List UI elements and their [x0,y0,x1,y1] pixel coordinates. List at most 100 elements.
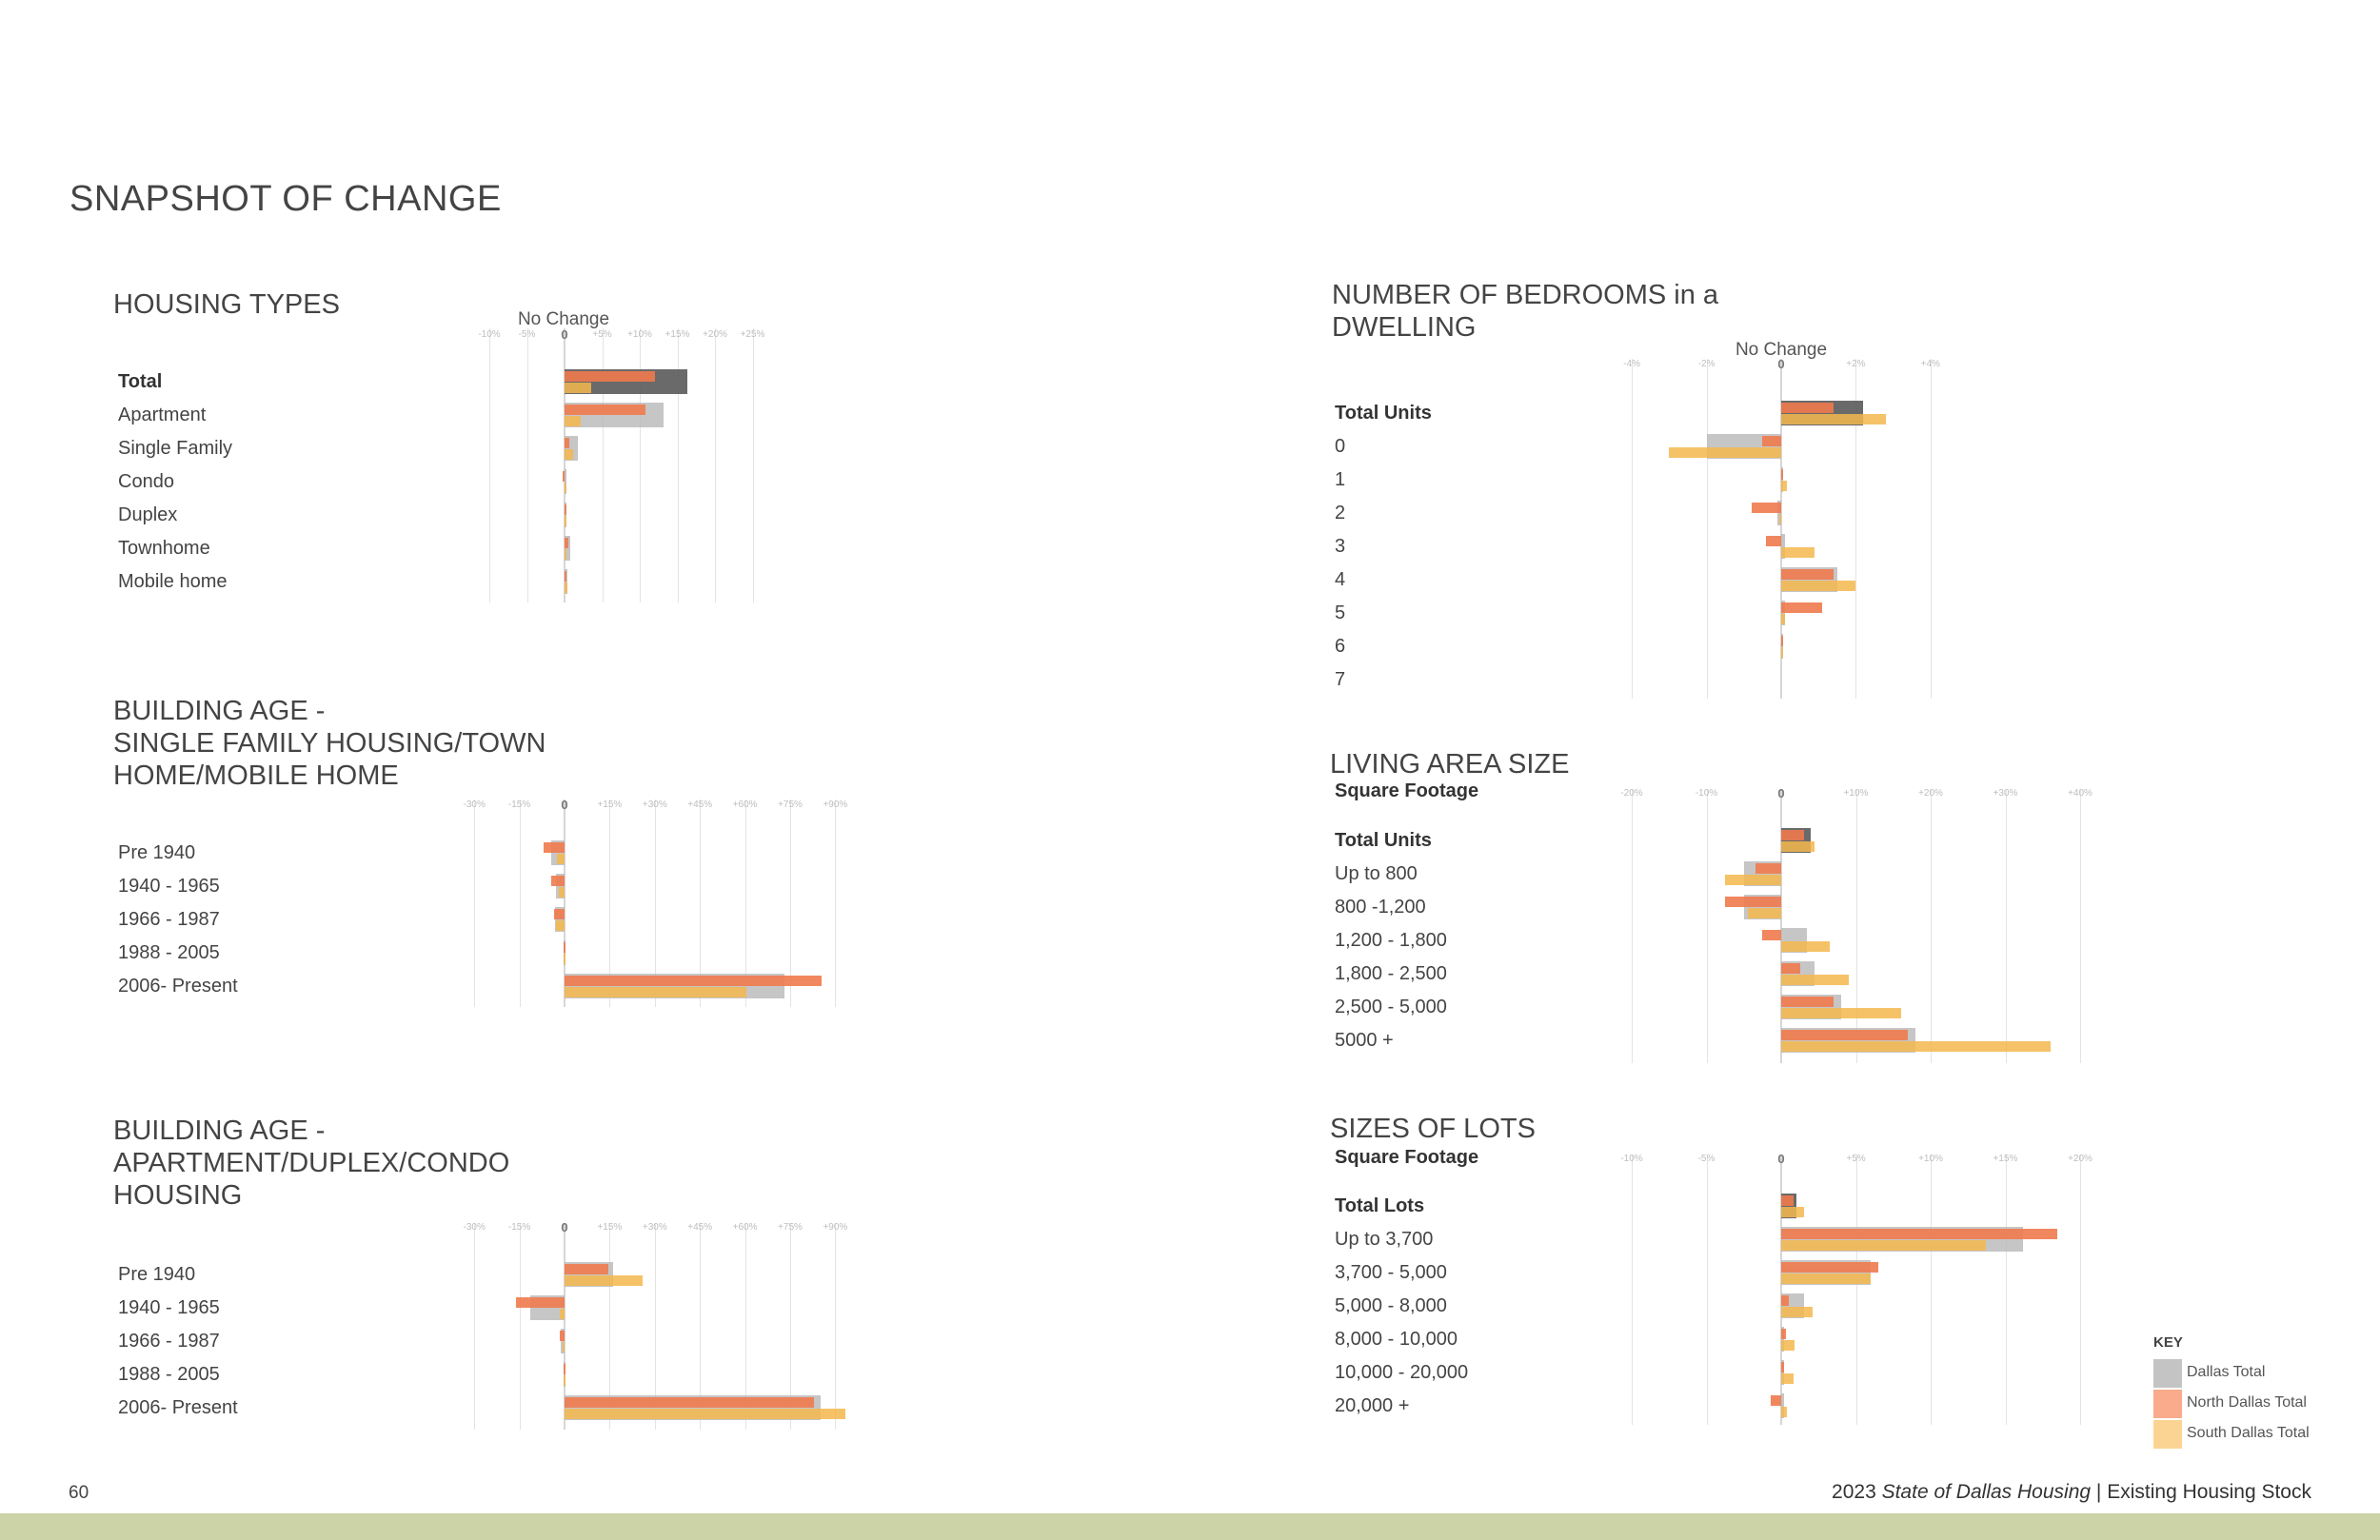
building_age_sf-zero-line [564,800,565,1007]
building_age_sf-title: BUILDING AGE - SINGLE FAMILY HOUSING/TOW… [113,696,546,791]
building_age_apt-bar-north-dallas [565,1397,815,1408]
lot_sizes-bar-north-dallas [1781,1362,1785,1372]
living_area-gridline [1855,790,1857,1063]
building_age_sf-tick-label: +75% [778,800,803,810]
building_age_sf-bar-dallas-total [555,874,565,898]
bedrooms-tick-label: -2% [1697,359,1716,369]
housing_types-zero-line [564,328,565,602]
building_age_sf-category-label: 1966 - 1987 [118,909,220,930]
housing_types-gridline [677,328,679,602]
housing_types-category-label: Duplex [118,504,178,525]
housing_types-tick-label: -10% [478,329,501,340]
bedrooms-bar-south-dallas [1781,647,1783,658]
building_age_sf-bar-dallas-total [564,940,566,965]
lot_sizes-bar-south-dallas [1781,1207,1804,1217]
lot_sizes-bar-south-dallas [1781,1273,1872,1284]
building_age_sf-gridline [609,800,611,1007]
lot_sizes-bar-south-dallas [1781,1340,1795,1351]
bedrooms-category-label: 2 [1335,503,1346,523]
housing_types-bar-dallas-total [565,569,568,594]
bedrooms-category-label: 0 [1335,436,1346,457]
building_age_sf-bar-north-dallas [565,976,823,986]
living_area-gridline [1706,790,1708,1063]
housing_types-bar-north-dallas [565,438,569,448]
building_age_sf-category-label: Pre 1940 [118,842,196,863]
building_age_apt-bar-north-dallas [565,1264,608,1274]
bedrooms-tick-label: 0 [1777,357,1785,371]
living_area-category-label: 1,800 - 2,500 [1335,963,1447,984]
bedrooms-bar-south-dallas [1781,414,1886,424]
housing_types-gridline [602,328,604,602]
living_area-bar-north-dallas [1781,1030,1909,1040]
building_age_sf-bar-south-dallas [557,854,565,864]
key-title: KEY [2153,1334,2183,1351]
building_age_apt-bar-north-dallas [560,1331,565,1341]
bedrooms-bar-north-dallas [1781,569,1834,580]
living_area-category-label: 5000 + [1335,1030,1394,1051]
living_area-gridline [2005,790,2007,1063]
building_age_apt-bar-dallas-total [564,1362,566,1387]
building_age_sf-tick-label: +30% [642,800,667,810]
lot_sizes-category-label: 3,700 - 5,000 [1335,1262,1447,1283]
bedrooms-bar-north-dallas [1766,536,1781,546]
housing_types-title: HOUSING TYPES [113,289,340,320]
living_area-bar-south-dallas [1781,841,1815,852]
bedrooms-bar-dallas-total [1777,501,1781,525]
lot_sizes-bar-south-dallas [1781,1240,1987,1251]
living_area-tick-label: -10% [1695,788,1718,799]
footer-year: 2023 [1832,1481,1876,1503]
building_age_apt-tick-label: +45% [687,1222,713,1233]
building_age_apt-category-label: 1966 - 1987 [118,1331,220,1352]
living_area-category-label: Total Units [1335,830,1432,851]
building_age_apt-tick-label: +60% [732,1222,758,1233]
key-swatch-north [2153,1390,2182,1418]
housing_types-category-label: Mobile home [118,571,228,592]
bedrooms-bar-south-dallas [1781,547,1815,558]
lot_sizes-tick-label: +15% [1993,1154,2018,1164]
key-label-dallas: Dallas Total [2187,1364,2266,1380]
living_area-tick-label: 0 [1777,786,1785,800]
bedrooms-tick-label: +4% [1920,359,1940,369]
bedrooms-bar-south-dallas [1781,581,1856,591]
building_age_apt-bar-south-dallas [560,1309,565,1319]
bedrooms-bar-south-dallas [1669,447,1781,458]
living_area-category-label: Up to 800 [1335,863,1418,884]
housing_types-bar-north-dallas [565,405,646,415]
housing_types-bar-south-dallas [565,416,582,426]
bedrooms-bar-dallas-total [1781,467,1783,492]
building_age_sf-gridline [835,800,837,1007]
lot_sizes-bar-south-dallas [1781,1373,1794,1384]
housing_types-bar-north-dallas [565,504,566,515]
building_age_apt-gridline [474,1223,476,1430]
living_area-bar-south-dallas [1725,875,1781,885]
housing_types-bar-dallas-total [565,536,570,561]
lot_sizes-bar-north-dallas [1781,1262,1879,1273]
building_age_apt-tick-label: +15% [597,1222,623,1233]
living_area-gridline [1931,790,1932,1063]
bedrooms-bar-south-dallas [1781,614,1785,624]
housing_types-gridline [752,328,754,602]
key-swatch-south [2153,1420,2182,1449]
lot_sizes-bar-south-dallas [1781,1307,1813,1317]
living_area-tick-label: +30% [1993,788,2018,799]
living_area-bar-south-dallas [1781,975,1849,985]
housing_types-category-label: Condo [118,471,174,492]
living_area-category-label: 1,200 - 1,800 [1335,930,1447,951]
building_age_sf-tick-label: -30% [463,800,486,810]
building_age_sf-category-label: 1988 - 2005 [118,942,220,963]
building_age_apt-bar-south-dallas [565,1275,644,1286]
bedrooms-bar-south-dallas [1779,514,1782,524]
building_age_sf-tick-label: +45% [687,800,713,810]
bedrooms-gridline [1930,359,1932,699]
page-title: SNAPSHOT OF CHANGE [69,179,502,219]
building_age_apt-bar-north-dallas [516,1297,565,1308]
lot_sizes-tick-label: -10% [1620,1154,1643,1164]
lot_sizes-bar-dallas-total [1781,1327,1785,1352]
bedrooms-tick-label: +2% [1846,359,1866,369]
lot_sizes-gridline [1931,1155,1932,1425]
building_age_sf-bar-north-dallas [553,909,565,919]
building_age_apt-gridline [609,1223,611,1430]
living_area-tick-label: -20% [1620,788,1643,799]
housing_types-gridline [640,328,641,602]
footer-section: Existing Housing Stock [2107,1481,2311,1503]
